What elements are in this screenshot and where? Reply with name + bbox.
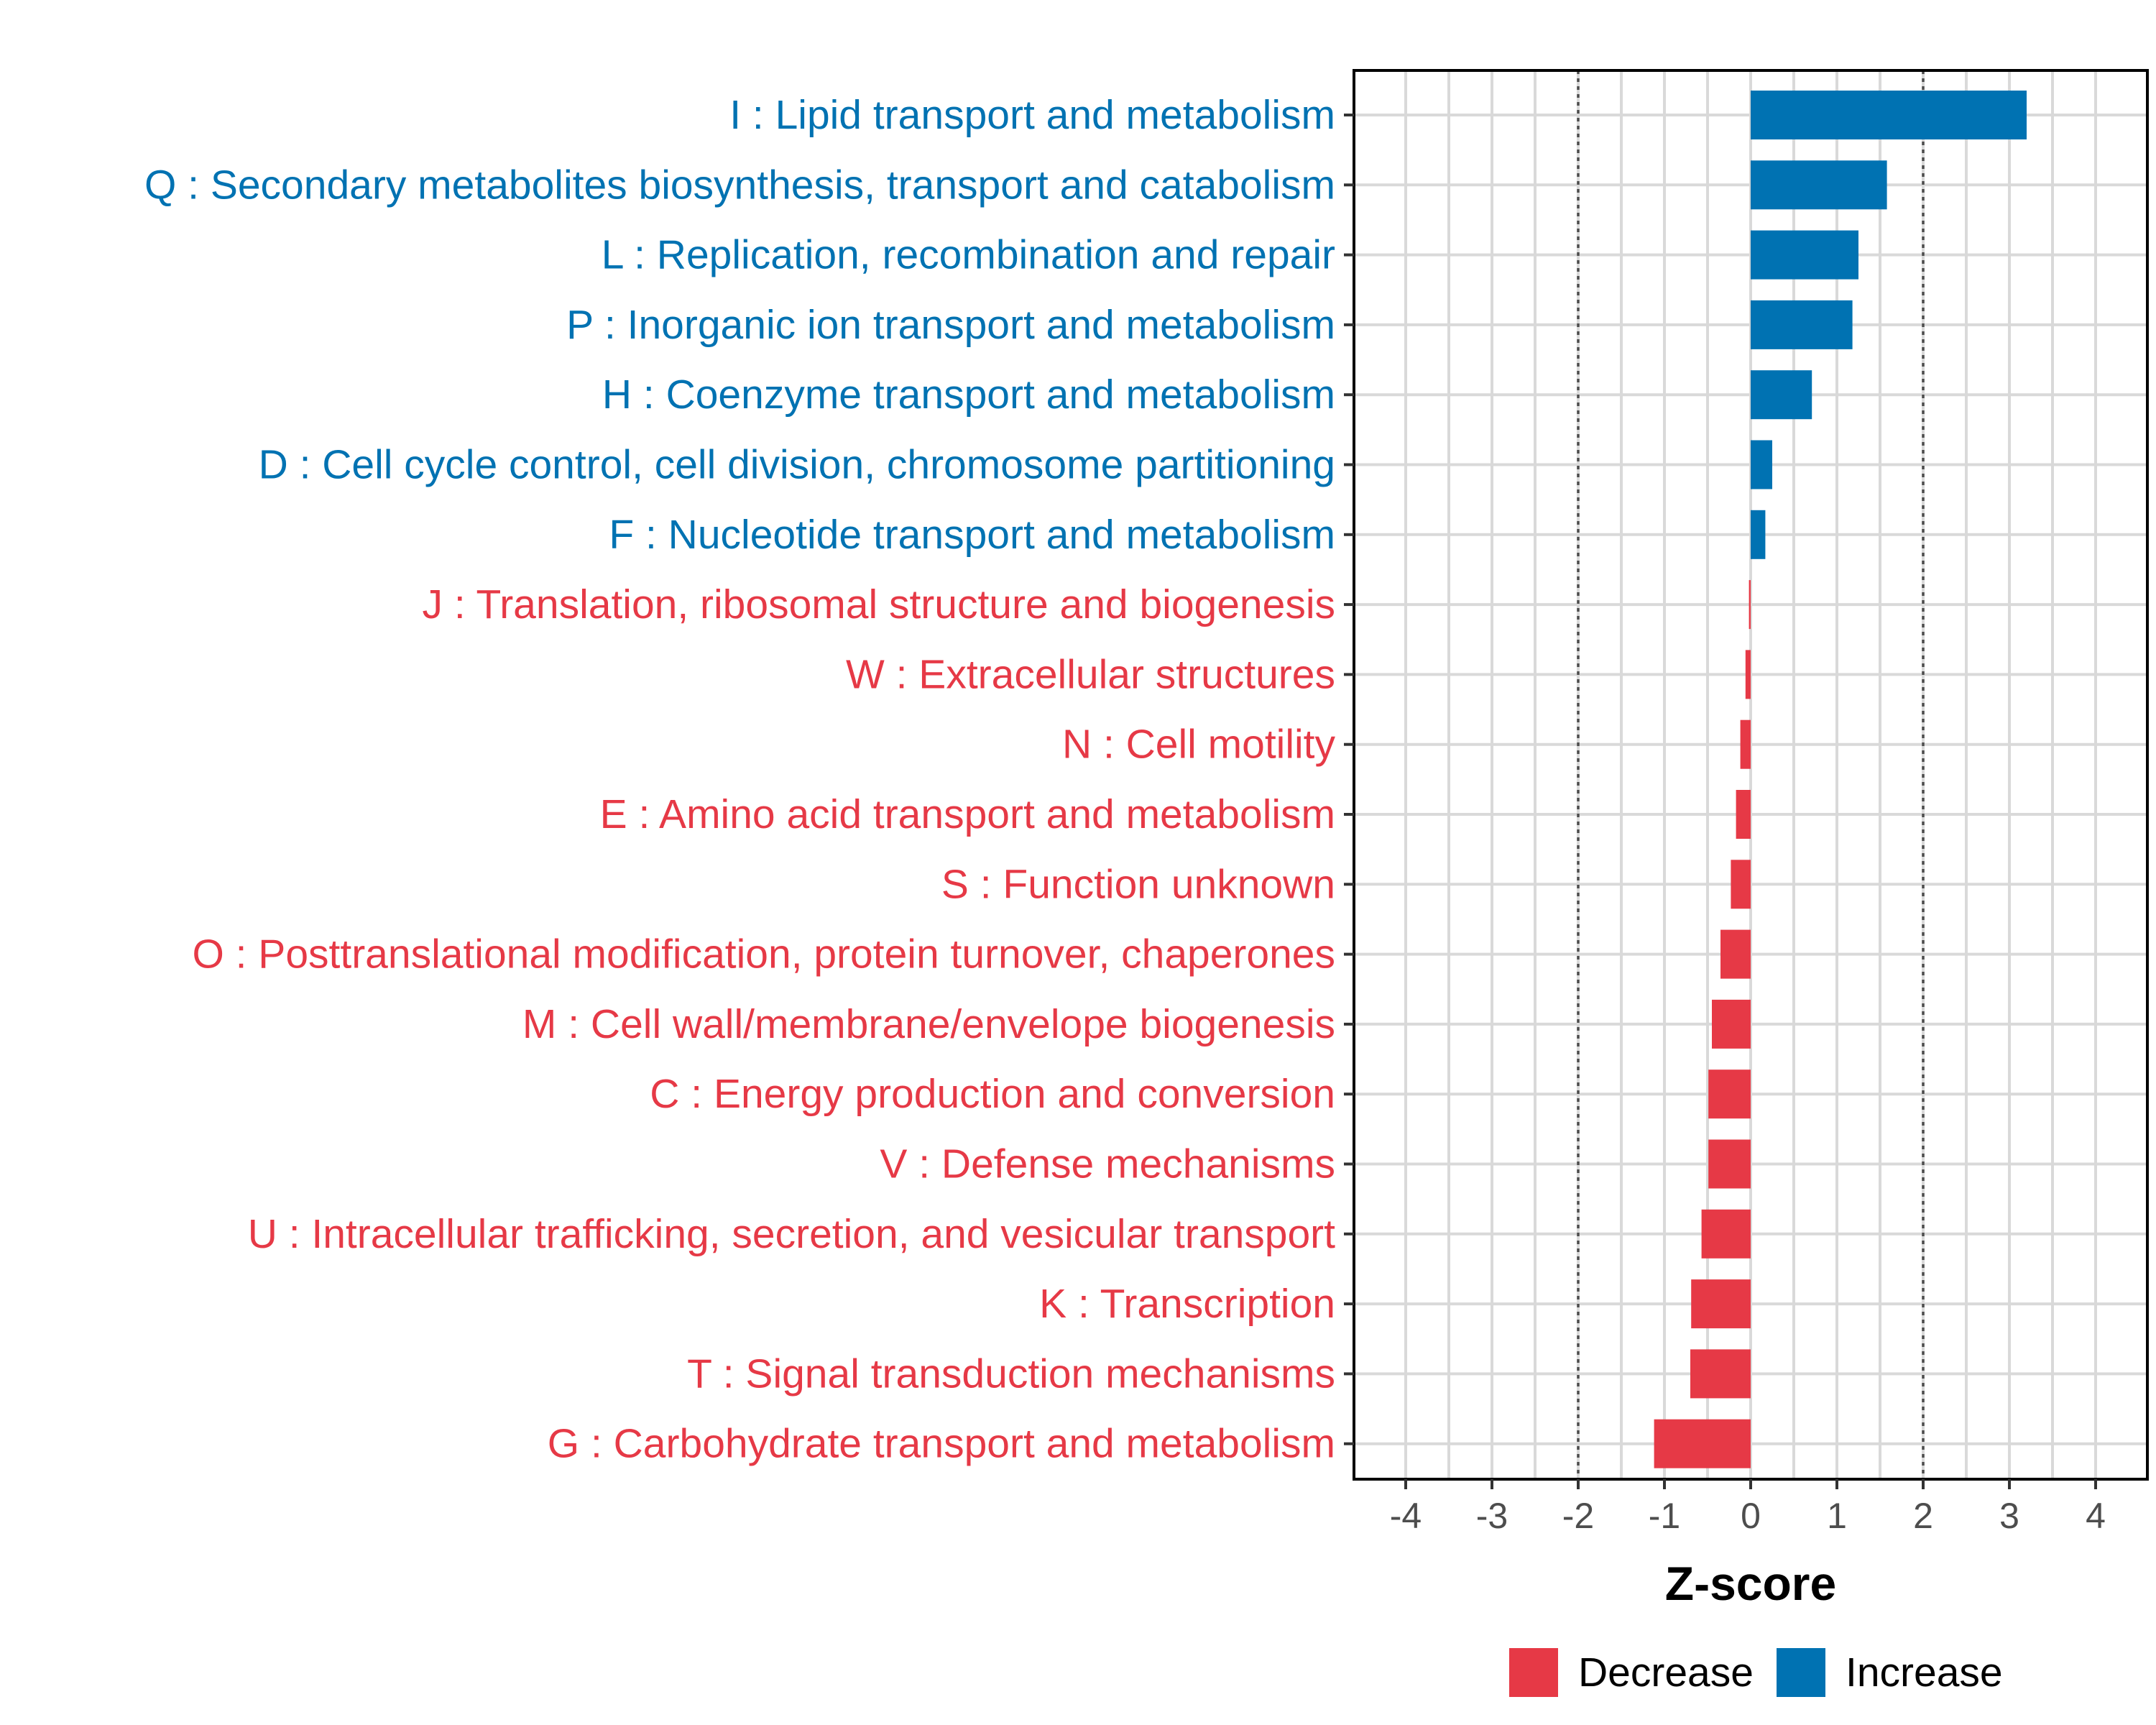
legend: Decrease Increase — [1509, 1648, 2003, 1697]
bar — [1701, 1209, 1751, 1259]
x-tick-label: 0 — [1741, 1496, 1761, 1536]
category-label: M : Cell wall/membrane/envelope biogenes… — [522, 1001, 1335, 1047]
category-label: U : Intracellular trafficking, secretion… — [248, 1211, 1335, 1257]
bar — [1708, 1139, 1751, 1189]
category-label: H : Coenzyme transport and metabolism — [602, 372, 1335, 418]
bar — [1691, 1279, 1751, 1329]
x-axis-title: Z-score — [1665, 1557, 1836, 1610]
category-label: O : Posttranslational modification, prot… — [192, 932, 1335, 978]
category-label: S : Function unknown — [941, 861, 1335, 907]
bar — [1751, 510, 1766, 559]
bar — [1731, 860, 1751, 909]
bar — [1751, 370, 1812, 420]
x-tick-label: 3 — [1999, 1496, 2019, 1536]
bar — [1751, 230, 1858, 280]
x-tick-label: -1 — [1649, 1496, 1680, 1536]
x-tick-label: -3 — [1476, 1496, 1508, 1536]
bar — [1690, 1349, 1751, 1399]
bar — [1712, 999, 1751, 1049]
bar — [1751, 91, 2027, 139]
legend-label: Increase — [1846, 1650, 2003, 1696]
category-label: V : Defense mechanisms — [880, 1141, 1335, 1187]
category-label: L : Replication, recombination and repai… — [602, 232, 1335, 278]
category-label: D : Cell cycle control, cell division, c… — [259, 442, 1335, 488]
bar — [1751, 440, 1772, 489]
x-tick-label: -2 — [1562, 1496, 1594, 1536]
legend-swatch — [1509, 1648, 1558, 1697]
axis-ticks — [1344, 114, 2097, 1489]
category-label: E : Amino acid transport and metabolism — [600, 791, 1335, 837]
category-label: Q : Secondary metabolites biosynthesis, … — [144, 162, 1335, 208]
bars-layer — [1654, 91, 2027, 1468]
bar — [1740, 719, 1751, 769]
bar — [1720, 929, 1751, 979]
category-label: G : Carbohydrate transport and metabolis… — [548, 1421, 1335, 1467]
bar — [1654, 1419, 1751, 1468]
x-tick-label: 4 — [2086, 1496, 2106, 1536]
x-tick-label: -4 — [1390, 1496, 1422, 1536]
bar — [1708, 1070, 1751, 1119]
x-tick-labels: -4 -3 -2 -1 0 1 2 3 4 — [1390, 1496, 2106, 1536]
category-label: P : Inorganic ion transport and metaboli… — [566, 302, 1335, 348]
category-label: T : Signal transduction mechanisms — [687, 1351, 1335, 1397]
bar — [1749, 580, 1751, 630]
bar — [1751, 300, 1853, 349]
category-label: J : Translation, ribosomal structure and… — [423, 581, 1335, 627]
category-label: C : Energy production and conversion — [650, 1071, 1335, 1117]
category-label: K : Transcription — [1039, 1281, 1335, 1327]
legend-label: Decrease — [1578, 1650, 1754, 1696]
bar — [1736, 790, 1751, 839]
bar — [1751, 160, 1887, 210]
x-tick-label: 2 — [1913, 1496, 1933, 1536]
category-label: I : Lipid transport and metabolism — [729, 92, 1335, 138]
category-label: W : Extracellular structures — [846, 651, 1335, 697]
bar — [1745, 650, 1751, 699]
grid-layer — [1354, 70, 2147, 1479]
category-label: N : Cell motility — [1062, 722, 1336, 768]
category-labels: I : Lipid transport and metabolism Q : Se… — [144, 92, 1336, 1467]
legend-swatch — [1777, 1648, 1825, 1697]
x-tick-label: 1 — [1827, 1496, 1847, 1536]
category-label: F : Nucleotide transport and metabolism — [609, 512, 1335, 558]
